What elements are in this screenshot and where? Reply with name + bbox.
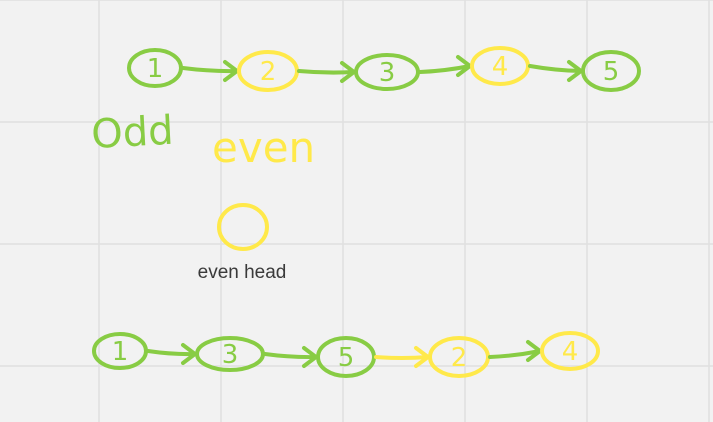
node-value: 3 [222, 340, 239, 370]
list-node: 4 [470, 46, 530, 86]
even-head-caption: even head [197, 262, 287, 283]
node-value: 2 [260, 57, 277, 87]
next-pointer-arrow [418, 55, 472, 77]
even-label: even [212, 123, 315, 172]
arrow-shaft [528, 64, 583, 73]
original-list: 1 2 3 4 5 [127, 46, 641, 92]
node-value: 1 [147, 54, 164, 84]
node-circle [540, 331, 600, 371]
node-value: 4 [492, 52, 509, 82]
node-value: 2 [451, 343, 468, 373]
list-node: 3 [195, 336, 265, 372]
odd-label: Odd [90, 108, 175, 158]
even-head-node [217, 203, 269, 251]
node-value: 4 [562, 337, 579, 367]
list-node: 2 [237, 50, 299, 92]
node-value: 1 [112, 337, 129, 367]
arrow-shaft [374, 355, 430, 360]
arrow-shaft [146, 349, 197, 357]
next-pointer-arrow [181, 60, 239, 82]
node-value: 3 [379, 58, 396, 88]
list-node: 4 [540, 331, 600, 371]
next-pointer-arrow [528, 60, 583, 82]
next-pointer-arrow [146, 343, 197, 365]
next-pointer-arrow [263, 346, 318, 368]
list-node: 1 [92, 332, 148, 370]
list-node: 1 [127, 48, 183, 88]
even-head-circle [217, 203, 269, 251]
node-value: 5 [603, 57, 620, 87]
list-node: 2 [428, 336, 490, 378]
list-node: 5 [581, 50, 641, 92]
node-circle [581, 50, 641, 92]
next-pointer-arrow [488, 340, 542, 362]
next-pointer-arrow [297, 61, 356, 83]
list-node: 3 [354, 53, 420, 91]
result-list: 1 3 5 2 4 [92, 331, 600, 378]
node-value: 5 [338, 343, 355, 373]
list-node: 5 [316, 336, 376, 378]
arrow-shaft [297, 69, 356, 75]
arrow-shaft [181, 66, 239, 74]
arrow-shaft [263, 352, 318, 360]
next-pointer-arrow [374, 346, 430, 368]
